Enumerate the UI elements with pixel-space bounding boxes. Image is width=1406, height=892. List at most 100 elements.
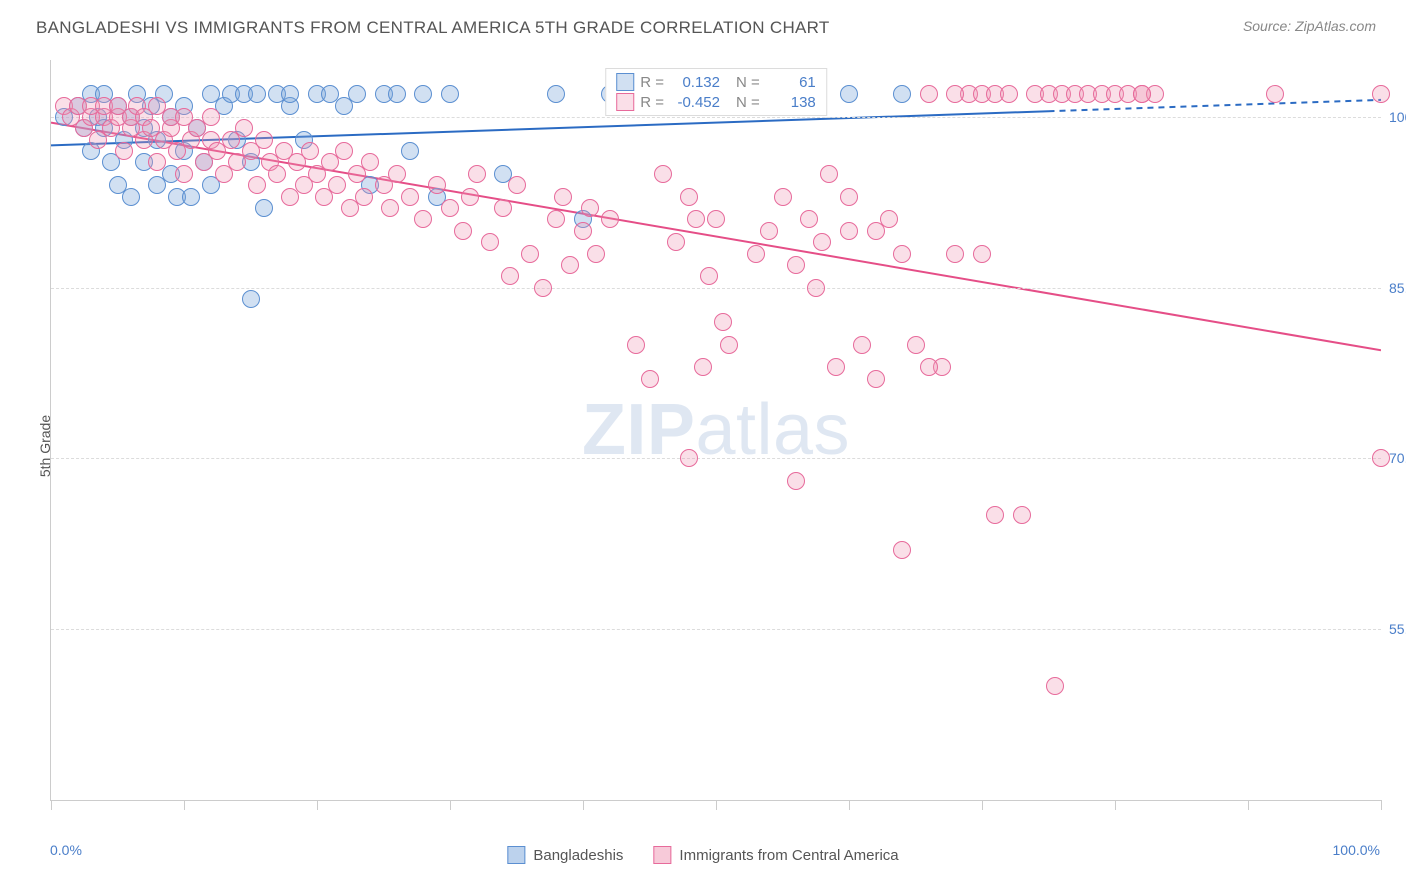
data-point <box>534 279 552 297</box>
data-point <box>248 85 266 103</box>
stats-n-label: N = <box>736 94 760 111</box>
data-point <box>820 165 838 183</box>
data-point <box>441 199 459 217</box>
data-point <box>986 506 1004 524</box>
data-point <box>601 210 619 228</box>
x-tick <box>716 800 717 810</box>
data-point <box>335 142 353 160</box>
data-point <box>1133 85 1151 103</box>
data-point <box>973 245 991 263</box>
x-min-label: 0.0% <box>50 842 82 858</box>
legend-item: Immigrants from Central America <box>653 846 898 864</box>
stats-n-value: 61 <box>766 74 816 91</box>
stats-r-value: 0.132 <box>670 74 720 91</box>
data-point <box>348 85 366 103</box>
data-point <box>175 165 193 183</box>
data-point <box>494 199 512 217</box>
data-point <box>760 222 778 240</box>
data-point <box>414 85 432 103</box>
plot-area: ZIPatlas R =0.132N =61R =-0.452N =138 55… <box>50 60 1381 801</box>
stats-n-value: 138 <box>766 94 816 111</box>
data-point <box>694 358 712 376</box>
data-point <box>115 142 133 160</box>
data-point <box>840 222 858 240</box>
data-point <box>840 188 858 206</box>
data-point <box>787 472 805 490</box>
data-point <box>202 108 220 126</box>
data-point <box>946 245 964 263</box>
x-tick <box>450 800 451 810</box>
stats-r-value: -0.452 <box>670 94 720 111</box>
x-tick <box>1381 800 1382 810</box>
data-point <box>641 370 659 388</box>
legend-item: Bangladeshis <box>507 846 623 864</box>
stats-r-label: R = <box>640 74 664 91</box>
data-point <box>667 233 685 251</box>
data-point <box>893 85 911 103</box>
gridline <box>51 629 1381 630</box>
legend-swatch <box>616 93 634 111</box>
data-point <box>680 188 698 206</box>
x-tick <box>1115 800 1116 810</box>
stats-row: R = 0.132 N = 61 <box>616 73 816 91</box>
data-point <box>700 267 718 285</box>
data-point <box>1013 506 1031 524</box>
data-point <box>687 210 705 228</box>
data-point <box>414 210 432 228</box>
data-point <box>680 449 698 467</box>
data-point <box>122 188 140 206</box>
data-point <box>946 85 964 103</box>
legend-swatch <box>507 846 525 864</box>
stats-legend: R = 0.132 N = 61 R = -0.452 N = 138 <box>605 68 827 116</box>
x-max-label: 100.0% <box>1333 842 1380 858</box>
correlation-chart: BANGLADESHI VS IMMIGRANTS FROM CENTRAL A… <box>0 0 1406 892</box>
data-point <box>800 210 818 228</box>
data-point <box>920 85 938 103</box>
y-tick-label: 100.0% <box>1389 109 1406 125</box>
y-tick-label: 70.0% <box>1389 450 1406 466</box>
data-point <box>720 336 738 354</box>
data-point <box>268 165 286 183</box>
data-point <box>481 233 499 251</box>
data-point <box>508 176 526 194</box>
data-point <box>468 165 486 183</box>
data-point <box>547 85 565 103</box>
data-point <box>813 233 831 251</box>
x-tick <box>982 800 983 810</box>
data-point <box>1000 85 1018 103</box>
data-point <box>1372 85 1390 103</box>
x-tick <box>51 800 52 810</box>
data-point <box>867 370 885 388</box>
x-tick <box>583 800 584 810</box>
data-point <box>853 336 871 354</box>
data-point <box>235 119 253 137</box>
data-point <box>388 85 406 103</box>
data-point <box>454 222 472 240</box>
data-point <box>501 267 519 285</box>
legend-swatch <box>653 846 671 864</box>
data-point <box>547 210 565 228</box>
data-point <box>428 176 446 194</box>
data-point <box>627 336 645 354</box>
data-point <box>461 188 479 206</box>
data-point <box>840 85 858 103</box>
data-point <box>182 188 200 206</box>
legend-label: Immigrants from Central America <box>679 847 898 864</box>
data-point <box>242 290 260 308</box>
x-tick <box>849 800 850 810</box>
data-point <box>893 541 911 559</box>
data-point <box>561 256 579 274</box>
data-point <box>587 245 605 263</box>
data-point <box>441 85 459 103</box>
data-point <box>401 142 419 160</box>
data-point <box>554 188 572 206</box>
data-point <box>281 85 299 103</box>
gridline <box>51 117 1381 118</box>
stats-r-label: R = <box>640 94 664 111</box>
chart-title: BANGLADESHI VS IMMIGRANTS FROM CENTRAL A… <box>36 18 830 38</box>
stats-n-label: N = <box>736 74 760 91</box>
data-point <box>714 313 732 331</box>
data-point <box>148 153 166 171</box>
legend-label: Bangladeshis <box>533 847 623 864</box>
data-point <box>787 256 805 274</box>
